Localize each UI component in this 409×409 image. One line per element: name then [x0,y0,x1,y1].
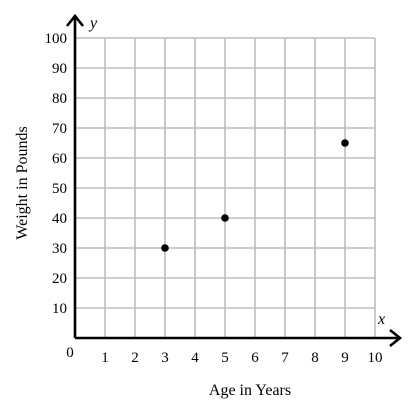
data-point [221,214,229,222]
x-axis-arrow-icon [389,328,403,348]
x-tick-label: 2 [131,350,139,366]
x-tick-label: 5 [221,350,229,366]
y-tick-label: 80 [52,91,67,107]
y-tick-label: 40 [52,211,67,227]
axes [65,13,403,348]
x-tick-label: 4 [191,350,199,366]
origin-label: 0 [66,345,74,361]
data-points [161,139,349,252]
grid [75,37,376,338]
y-tick-label: 70 [52,121,67,137]
tick-labels: 1 2 3 4 5 6 7 8 9 10 10 20 30 40 50 60 70 80 90 100 [45,31,383,366]
x-tick-label: 8 [311,350,319,366]
x-tick-label: 1 [101,350,109,366]
x-tick-label: 9 [341,350,349,366]
x-tick-label: 6 [251,350,259,366]
y-tick-label: 10 [52,301,67,317]
y-axis-arrow-icon [65,13,85,27]
y-tick-label: 20 [52,271,67,287]
y-tick-label: 60 [52,151,67,167]
x-tick-label: 7 [281,350,289,366]
data-point [161,244,169,252]
x-axis-title: Age in Years [209,382,291,399]
y-tick-label: 100 [45,31,68,47]
y-tick-label: 90 [52,61,67,77]
x-tick-label: 3 [161,350,169,366]
y-tick-label: 50 [52,181,67,197]
data-point [341,139,349,147]
y-axis-title: Weight in Pounds [14,126,31,239]
y-axis-symbol: y [88,15,98,32]
x-tick-label: 10 [368,350,383,366]
y-tick-label: 30 [52,241,67,257]
x-axis-symbol: x [377,311,385,328]
